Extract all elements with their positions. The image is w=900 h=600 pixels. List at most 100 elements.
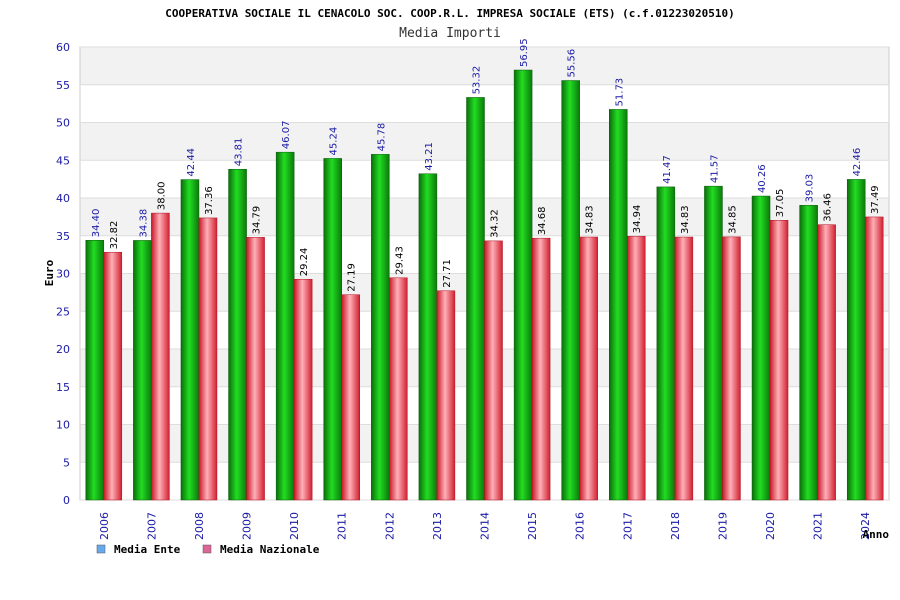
x-tick-label: 2008 xyxy=(193,512,206,540)
x-tick-label: 2024 xyxy=(859,512,872,540)
data-label: 29.24 xyxy=(299,248,310,277)
y-tick-label: 15 xyxy=(56,381,70,394)
x-tick-label: 2011 xyxy=(336,512,349,540)
bar-media-nazionale xyxy=(579,236,598,501)
y-tick-label: 50 xyxy=(56,117,70,130)
legend-swatch-media-nazionale xyxy=(202,544,212,554)
y-tick-label: 10 xyxy=(56,419,70,432)
legend-label-media-nazionale: Media Nazionale xyxy=(220,543,320,556)
bar-media-ente xyxy=(609,109,628,501)
y-tick-label: 45 xyxy=(56,154,70,167)
chart-subtitle: Media Importi xyxy=(399,26,501,41)
y-tick-label: 60 xyxy=(56,41,70,54)
data-label: 37.05 xyxy=(775,189,786,218)
bar-media-nazionale xyxy=(627,235,646,501)
bar-media-nazionale xyxy=(674,236,694,501)
x-tick-label: 2007 xyxy=(145,512,158,540)
y-tick-label: 0 xyxy=(63,494,70,507)
data-label: 41.47 xyxy=(662,155,673,184)
bar-media-nazionale xyxy=(769,220,789,501)
data-label: 46.07 xyxy=(281,121,292,150)
data-label: 27.71 xyxy=(442,259,453,288)
bar-media-nazionale xyxy=(341,294,360,501)
data-label: 45.78 xyxy=(376,123,387,152)
data-label: 39.03 xyxy=(805,174,816,203)
data-label: 43.21 xyxy=(424,142,435,171)
y-tick-label: 5 xyxy=(63,456,70,469)
data-label: 34.83 xyxy=(680,205,691,234)
bar-media-ente xyxy=(323,158,342,501)
legend-label-media-ente: Media Ente xyxy=(114,543,181,556)
data-label: 34.83 xyxy=(585,205,596,234)
y-tick-label: 55 xyxy=(56,79,70,92)
bar-media-ente xyxy=(418,173,438,501)
data-label: 42.46 xyxy=(852,148,863,177)
y-axis-ticks: 0 5 10 15 20 25 30 35 40 45 50 55 60 xyxy=(56,41,70,507)
bars xyxy=(85,69,884,501)
bar-media-nazionale xyxy=(484,240,503,501)
bar-media-ente xyxy=(371,154,390,501)
legend: Media Ente Media Nazionale xyxy=(96,543,320,556)
bar-media-nazionale xyxy=(531,237,551,501)
x-axis-ticks: 2006 2007 2008 2009 2010 2011 2012 2013 2014 2015… xyxy=(98,512,872,540)
x-tick-label: 2019 xyxy=(716,512,729,540)
bar-media-ente xyxy=(656,186,676,501)
data-label: 37.49 xyxy=(870,185,881,214)
data-label: 56.95 xyxy=(519,38,530,67)
x-tick-label: 2006 xyxy=(98,512,111,540)
data-label: 43.81 xyxy=(234,138,245,167)
data-label: 53.32 xyxy=(472,66,483,95)
bar-media-nazionale xyxy=(389,277,408,501)
bar-media-ente xyxy=(466,97,485,501)
x-tick-label: 2018 xyxy=(669,512,682,540)
data-label: 36.46 xyxy=(823,193,834,222)
y-tick-label: 30 xyxy=(56,268,70,281)
data-label: 34.68 xyxy=(537,207,548,236)
data-label: 32.82 xyxy=(109,221,120,250)
y-tick-label: 35 xyxy=(56,230,70,243)
data-labels: 34.40 32.82 34.38 38.00 42.44 37.36 43.81 34.79… xyxy=(91,38,881,291)
bar-media-nazionale xyxy=(293,278,313,501)
bar-media-ente xyxy=(133,240,152,501)
bar-media-nazionale xyxy=(436,290,456,501)
data-label: 34.38 xyxy=(138,209,149,238)
bar-media-ente xyxy=(846,179,866,501)
x-tick-label: 2021 xyxy=(812,512,825,540)
data-label: 34.32 xyxy=(490,209,501,238)
bar-media-nazionale xyxy=(103,251,123,501)
grid-band xyxy=(80,47,889,85)
bar-media-ente xyxy=(704,185,723,501)
bar-media-nazionale xyxy=(151,212,170,501)
x-tick-label: 2012 xyxy=(383,512,396,540)
bar-media-ente xyxy=(799,205,818,501)
x-tick-label: 2010 xyxy=(288,512,301,540)
y-axis-label: Euro xyxy=(43,259,56,286)
bar-media-nazionale xyxy=(246,237,265,501)
data-label: 45.24 xyxy=(329,127,340,156)
data-label: 55.56 xyxy=(567,49,578,78)
bar-media-ente xyxy=(275,151,295,501)
data-label: 38.00 xyxy=(156,181,167,210)
data-label: 40.26 xyxy=(757,164,768,193)
bar-media-ente xyxy=(513,69,533,501)
bar-media-nazionale xyxy=(864,216,884,501)
data-label: 34.94 xyxy=(632,205,643,234)
x-tick-label: 2009 xyxy=(241,512,254,540)
x-tick-label: 2017 xyxy=(621,512,634,540)
x-tick-label: 2015 xyxy=(526,512,539,540)
data-label: 27.19 xyxy=(347,263,358,292)
data-label: 34.85 xyxy=(727,205,738,234)
data-label: 41.57 xyxy=(709,155,720,184)
data-label: 51.73 xyxy=(614,78,625,107)
data-label: 37.36 xyxy=(204,186,215,215)
data-label: 42.44 xyxy=(186,148,197,177)
data-label: 29.43 xyxy=(394,246,405,275)
x-tick-label: 2014 xyxy=(479,512,492,540)
bar-media-ente xyxy=(228,168,247,501)
x-tick-label: 2013 xyxy=(431,512,444,540)
bar-media-nazionale xyxy=(198,217,218,501)
bar-media-ente xyxy=(561,80,580,501)
x-tick-label: 2020 xyxy=(764,512,777,540)
y-tick-label: 25 xyxy=(56,305,70,318)
